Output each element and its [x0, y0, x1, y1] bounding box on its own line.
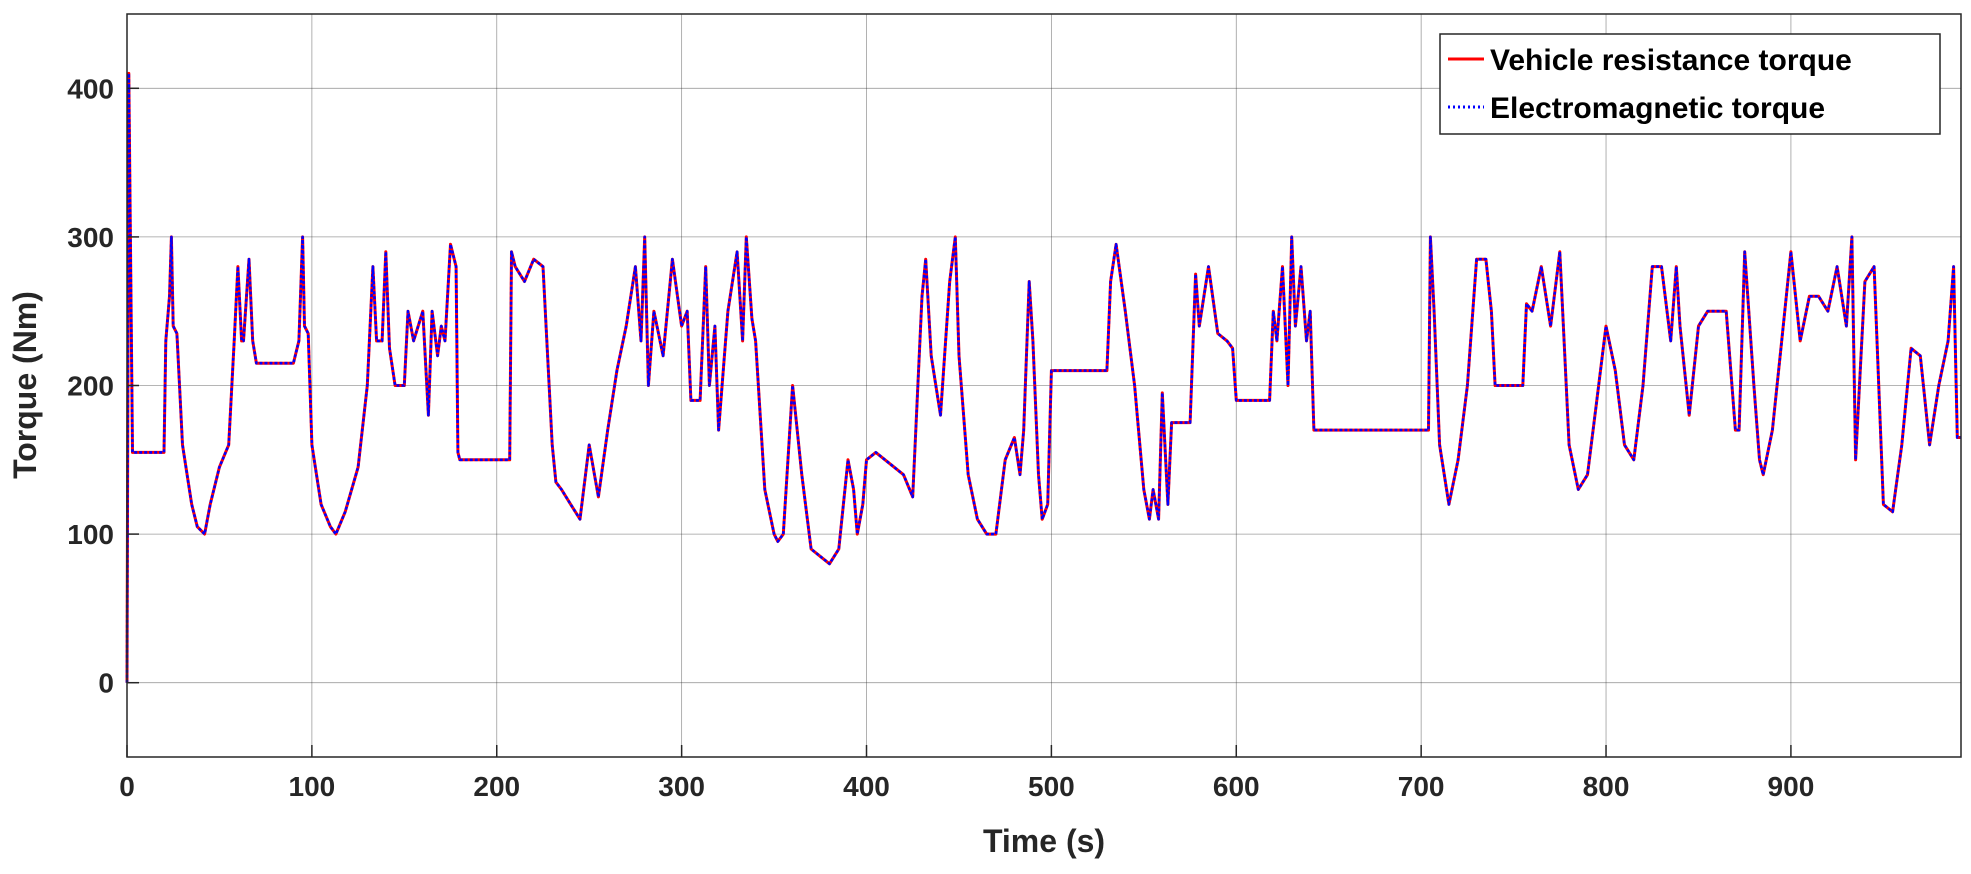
- plot-area: [127, 14, 1961, 757]
- x-tick-label: 100: [289, 771, 336, 802]
- x-tick-label: 800: [1583, 771, 1630, 802]
- y-tick-label: 300: [67, 222, 114, 253]
- legend: Vehicle resistance torque Electromagneti…: [1439, 33, 1941, 135]
- x-tick-label: 700: [1398, 771, 1445, 802]
- x-tick-label: 900: [1768, 771, 1815, 802]
- y-tick-label: 100: [67, 519, 114, 550]
- x-tick-label: 300: [658, 771, 705, 802]
- x-tick-label: 500: [1028, 771, 1075, 802]
- x-tick-label: 600: [1213, 771, 1260, 802]
- grid-lines: [126, 14, 1961, 757]
- legend-box: [1439, 33, 1941, 135]
- x-tick-label: 0: [119, 771, 135, 802]
- legend-label-vehicle-resistance-torque: Vehicle resistance torque: [1490, 44, 1852, 77]
- x-tick-label: 400: [843, 771, 890, 802]
- x-axis-label: Time (s): [983, 823, 1105, 859]
- series-line-electromagnetic-torque: [125, 72, 1961, 683]
- series-layer: [125, 71, 1961, 683]
- legend-label-electromagnetic-torque: Electromagnetic torque: [1490, 92, 1825, 125]
- y-tick-label: 0: [98, 668, 114, 699]
- y-tick-label: 400: [67, 73, 114, 104]
- y-tick-label: 200: [67, 371, 114, 402]
- x-tick-label: 200: [473, 771, 520, 802]
- y-axis-label: Torque (Nm): [7, 291, 43, 479]
- axis-ticks: 0 100 200 300 400 500 600 700 800 900 0 100 200 300 40…: [67, 73, 1814, 802]
